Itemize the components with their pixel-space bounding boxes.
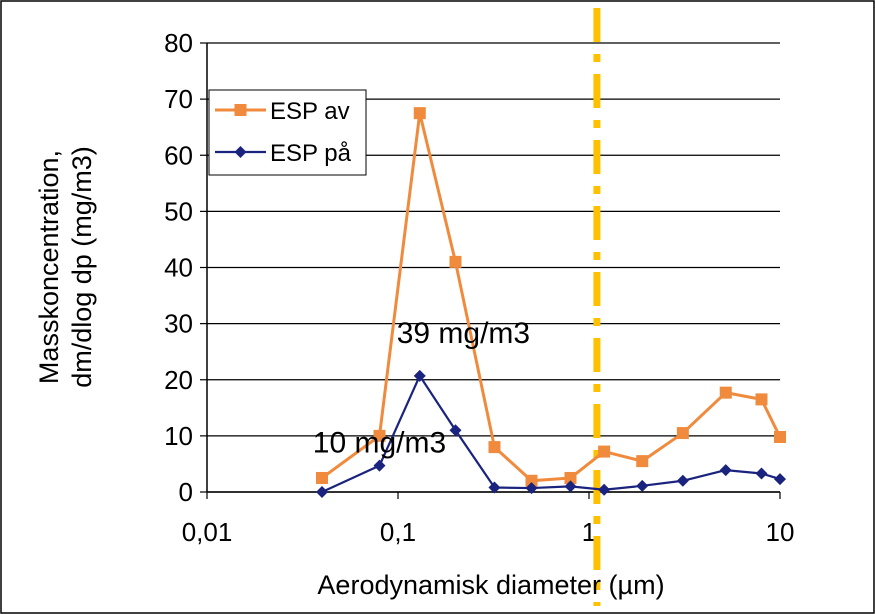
data-point-esp-av bbox=[636, 455, 649, 468]
data-point-esp-pa bbox=[449, 424, 462, 437]
data-point-esp-av bbox=[315, 471, 328, 484]
data-point-esp-pa bbox=[598, 483, 611, 496]
data-point-esp-pa bbox=[373, 459, 386, 472]
data-point-esp-av bbox=[413, 107, 426, 120]
y-tick-label: 80 bbox=[164, 28, 193, 58]
data-point-esp-pa bbox=[755, 467, 768, 480]
data-point-esp-pa bbox=[774, 473, 786, 486]
data-point-esp-av bbox=[488, 441, 501, 454]
data-point-esp-av bbox=[373, 429, 386, 442]
annotation-label: 39 mg/m3 bbox=[397, 317, 530, 350]
y-axis-title-line: dm/dlog dp (mg/m3) bbox=[67, 146, 97, 388]
x-tick-label: 0,01 bbox=[182, 517, 233, 547]
x-tick-label: 1 bbox=[582, 517, 596, 547]
y-tick-label: 10 bbox=[164, 421, 193, 451]
legend-label-esp-av: ESP av bbox=[270, 98, 350, 125]
data-point-esp-pa bbox=[488, 481, 501, 494]
legend-marker-esp-pa bbox=[234, 146, 247, 158]
legend-label-esp-pa: ESP på bbox=[270, 140, 352, 167]
x-tick-label: 0,1 bbox=[380, 517, 416, 547]
data-point-esp-av bbox=[719, 386, 732, 399]
data-point-esp-av bbox=[774, 430, 786, 443]
data-point-esp-pa bbox=[676, 474, 689, 487]
y-axis-title-line: Masskoncentration, bbox=[34, 150, 64, 384]
x-axis-title: Aerodynamisk diameter (µm) bbox=[317, 570, 664, 600]
data-point-esp-av bbox=[755, 393, 768, 406]
data-point-esp-pa bbox=[413, 369, 426, 382]
y-tick-label: 40 bbox=[164, 253, 193, 283]
data-point-esp-pa bbox=[564, 480, 577, 493]
data-point-esp-av bbox=[525, 474, 538, 487]
data-point-esp-av bbox=[598, 445, 611, 458]
y-tick-label: 70 bbox=[164, 84, 193, 114]
data-point-esp-pa bbox=[315, 486, 328, 498]
annotation-label: 10 mg/m3 bbox=[313, 426, 446, 459]
data-point-esp-pa bbox=[719, 464, 732, 477]
data-point-esp-pa bbox=[525, 482, 538, 495]
x-tick-label: 10 bbox=[766, 517, 795, 547]
data-point-esp-av bbox=[676, 427, 689, 440]
data-point-esp-av bbox=[564, 471, 577, 484]
y-tick-label: 0 bbox=[179, 477, 193, 507]
legend-marker-esp-av bbox=[234, 104, 247, 116]
y-axis-title-group: Masskoncentration, dm/dlog dp (mg/m3) bbox=[34, 146, 97, 388]
y-tick-label: 30 bbox=[164, 309, 193, 339]
data-point-esp-av bbox=[449, 255, 462, 268]
y-tick-label: 50 bbox=[164, 196, 193, 226]
y-tick-label: 60 bbox=[164, 140, 193, 170]
data-point-esp-pa bbox=[636, 479, 649, 492]
y-tick-label: 20 bbox=[164, 365, 193, 395]
